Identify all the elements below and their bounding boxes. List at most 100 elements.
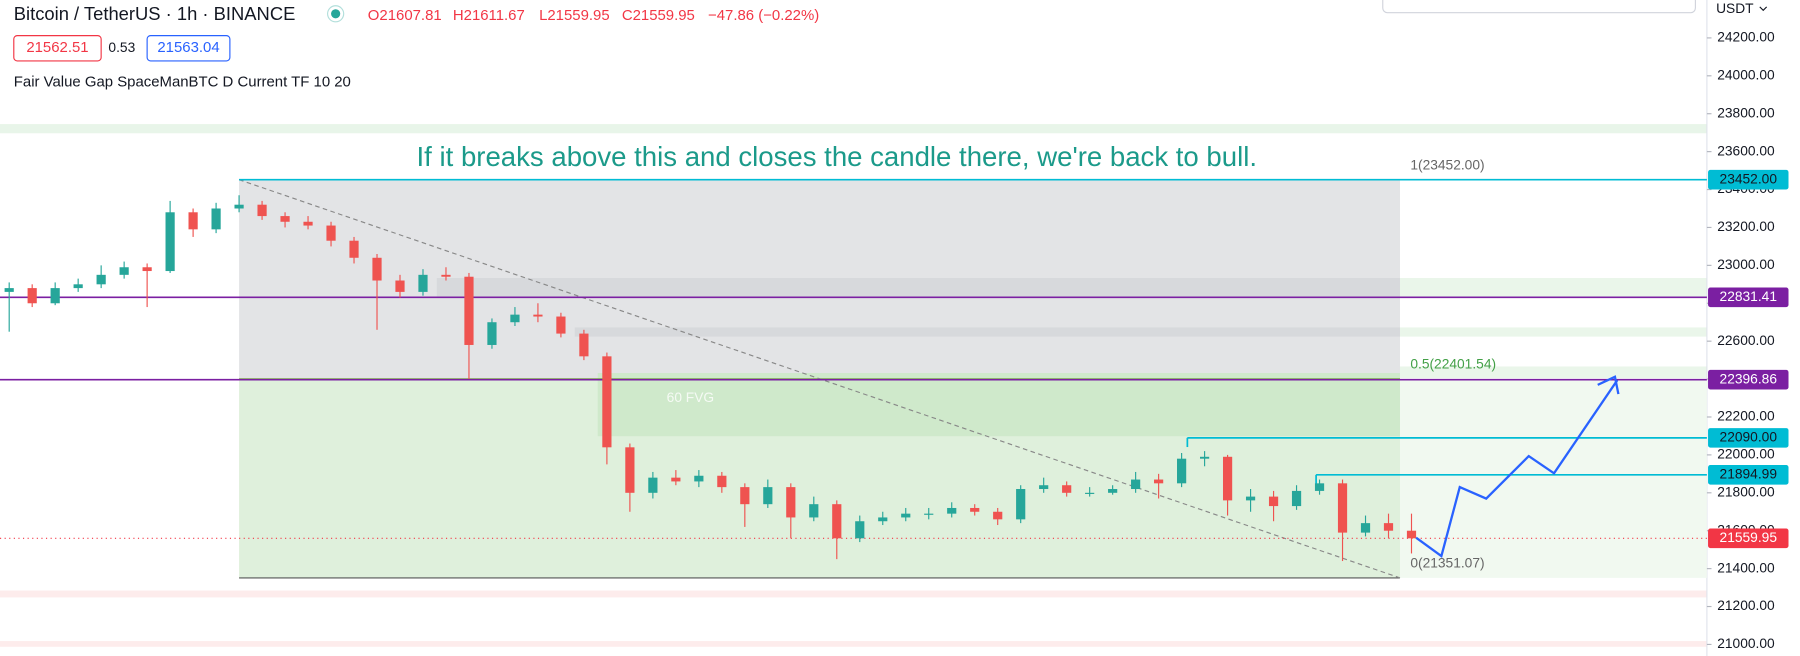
ask-box[interactable] [146, 35, 231, 62]
price-tag-label: 21894.99 [1720, 466, 1777, 481]
price-tag [1708, 465, 1789, 485]
candle-body [1131, 479, 1141, 490]
fib-label: 0(21351.07) [1410, 556, 1484, 571]
candle-body [188, 212, 198, 230]
candle-body [142, 267, 152, 272]
fib-label: 0.5(22401.54) [1410, 357, 1496, 372]
symbol: Bitcoin / TetherUS · 1h · BINANCE [14, 3, 296, 24]
candle-body [947, 507, 957, 514]
y-tick-label: 23600.00 [1717, 143, 1775, 158]
price-tag [1708, 169, 1789, 190]
candle-body [27, 288, 37, 304]
candle-body [1291, 490, 1302, 507]
candle-body [4, 288, 14, 292]
candle-body [1360, 523, 1371, 533]
candle-body [119, 267, 129, 275]
fvg-zone [574, 327, 1400, 337]
fvg-label: 60 FVG [667, 390, 714, 405]
candle-body [50, 288, 60, 304]
ask: 21563.04 [157, 39, 219, 56]
candle-body [1314, 483, 1325, 491]
candle-body [510, 314, 520, 323]
axis-unit: USDT [1716, 1, 1754, 16]
candle-body [303, 221, 313, 226]
candle-body [1406, 530, 1417, 539]
y-tick-label: 22000.00 [1717, 447, 1775, 462]
candle-body [1085, 492, 1095, 494]
price-tag-label: 22396.86 [1720, 371, 1778, 386]
candle-body [234, 204, 244, 209]
candle-body [1268, 496, 1279, 507]
y-tick-label: 21200.00 [1717, 598, 1775, 613]
candle-body [326, 225, 336, 241]
candle-body [280, 216, 290, 222]
y-tick-label: 23000.00 [1717, 257, 1775, 272]
axis-unit-caret [1759, 6, 1768, 12]
y-tick-label: 23800.00 [1717, 105, 1775, 120]
ohlc-value: O21607.81 [368, 7, 442, 24]
annotation: If it breaks above this and closes the c… [417, 141, 1257, 172]
indicator: Fair Value Gap SpaceManBTC D Current TF … [14, 74, 351, 91]
candle-body [671, 477, 681, 482]
bid-box[interactable] [13, 35, 102, 62]
candle-body [878, 517, 888, 522]
candle-body [625, 447, 635, 493]
candle-body [1200, 456, 1210, 459]
y-tick-label: 21800.00 [1717, 484, 1775, 499]
candle-body [1383, 523, 1394, 531]
ohlc-value: L21559.95 [539, 7, 610, 24]
candle-body [740, 487, 750, 505]
fvg-band [1400, 278, 1707, 297]
candle-body [533, 314, 543, 317]
candle-body [349, 240, 359, 258]
candle-body [901, 513, 911, 518]
price-tag [1708, 287, 1789, 308]
candle-body [809, 504, 819, 518]
toolbar-box[interactable] [1382, 0, 1696, 14]
candle-body [579, 333, 589, 357]
price-tag [1708, 428, 1789, 448]
candle-body [786, 487, 796, 518]
candle-body [257, 204, 267, 217]
candle-body [648, 477, 658, 493]
ohlc-value: H21611.67 [453, 7, 525, 24]
candle-body [96, 274, 106, 285]
candle-body [694, 475, 704, 482]
price-tag-label: 23452.00 [1720, 171, 1778, 186]
candle-body [1016, 489, 1026, 520]
change: −47.86 (−0.22%) [708, 7, 819, 24]
candle-body [1245, 496, 1256, 501]
status-ring [327, 5, 345, 23]
candle-body [970, 507, 980, 512]
candle-body [418, 274, 428, 292]
candle-body [441, 274, 451, 277]
candle-body [464, 276, 474, 345]
candle-body [211, 208, 221, 230]
price-tag [1708, 528, 1789, 549]
candle-body [556, 316, 566, 334]
status-dot [331, 9, 341, 19]
projection [1415, 379, 1619, 558]
candle-body [1154, 479, 1164, 484]
fvg-band [0, 124, 1707, 134]
candle-body [372, 257, 382, 281]
candle-body [165, 212, 175, 272]
candle-body [1062, 485, 1072, 493]
candle-body [602, 356, 612, 448]
trend-line [238, 179, 1401, 579]
fvg-band [1400, 327, 1707, 337]
y-tick-label: 22600.00 [1717, 333, 1775, 348]
y-tick-label: 21000.00 [1717, 636, 1775, 651]
y-tick-label: 22200.00 [1717, 409, 1775, 424]
fvg-zone [436, 278, 1400, 297]
fvg-right-zone [1400, 378, 1707, 578]
candle-body [763, 487, 773, 505]
fvg-zone [597, 373, 1400, 437]
fvg-band [0, 641, 1707, 647]
candle-body [1108, 489, 1118, 493]
price-tag [1708, 369, 1789, 390]
fvg-band [0, 590, 1707, 598]
candle-body [993, 511, 1003, 520]
